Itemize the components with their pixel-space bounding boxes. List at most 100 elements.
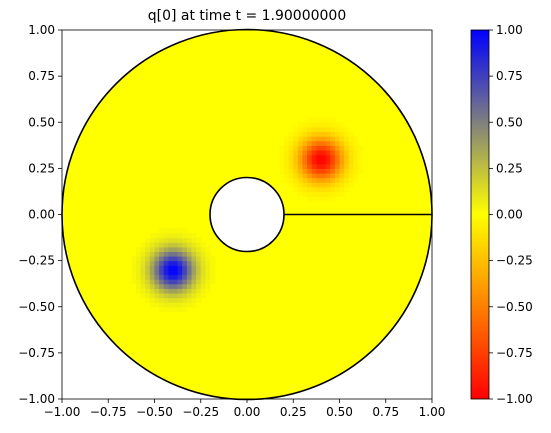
- field-cell: [288, 163, 294, 169]
- field-cell: [293, 163, 299, 169]
- field-cell: [311, 122, 317, 128]
- field-cell: [339, 177, 345, 183]
- field-cell: [159, 237, 165, 243]
- field-cell: [339, 145, 345, 151]
- field-cell: [136, 265, 142, 271]
- field-cell: [284, 172, 290, 179]
- field-cell: [321, 159, 327, 165]
- field-cell: [344, 172, 350, 179]
- field-cell: [149, 279, 156, 285]
- field-cell: [316, 172, 322, 179]
- field-cell: [321, 182, 327, 188]
- y-tick-label: 0.00: [28, 208, 55, 222]
- field-cell: [205, 251, 211, 257]
- field-cell: [334, 131, 341, 137]
- field-cell: [302, 186, 308, 193]
- field-cell: [173, 292, 179, 299]
- field-cell: [177, 228, 183, 234]
- field-cell: [311, 126, 317, 133]
- field-cell: [358, 159, 364, 165]
- field-cell: [348, 145, 354, 151]
- field-cell: [186, 302, 193, 308]
- field-cell: [293, 186, 299, 193]
- field-cell: [154, 288, 160, 294]
- field-cell: [334, 177, 341, 183]
- y-tick-label: −1.00: [18, 392, 55, 406]
- field-cell: [177, 256, 183, 262]
- field-cell: [177, 302, 183, 308]
- field-cell: [154, 279, 160, 285]
- field-cell: [297, 126, 304, 133]
- field-cell: [191, 302, 197, 308]
- field-cell: [186, 260, 193, 266]
- field-cell: [279, 145, 285, 151]
- field-cell: [205, 288, 211, 294]
- field-cell: [297, 168, 304, 174]
- field-cell: [334, 159, 341, 165]
- field-cell: [163, 242, 169, 248]
- field-cell: [339, 159, 345, 165]
- field-cell: [353, 172, 359, 179]
- field-cell: [182, 237, 188, 243]
- field-cell: [321, 140, 327, 146]
- x-tick-label: 0.75: [372, 405, 399, 419]
- field-cell: [163, 260, 169, 266]
- field-cell: [168, 237, 174, 243]
- field-cell: [140, 265, 146, 271]
- field-cell: [344, 177, 350, 183]
- field-cell: [205, 260, 211, 266]
- field-cell: [293, 154, 299, 160]
- field-cell: [330, 168, 336, 174]
- x-tick-label: −0.75: [90, 405, 127, 419]
- field-cell: [325, 140, 331, 146]
- field-cell: [288, 136, 294, 142]
- field-cell: [348, 163, 354, 169]
- field-cell: [191, 274, 197, 280]
- field-cell: [210, 260, 216, 266]
- field-cell: [334, 140, 341, 146]
- field-cell: [302, 122, 308, 128]
- field-cell: [177, 283, 183, 289]
- field-cell: [288, 145, 294, 151]
- field-cell: [293, 172, 299, 179]
- field-cell: [311, 159, 317, 165]
- field-cell: [196, 297, 202, 303]
- field-cell: [325, 159, 331, 165]
- field-cell: [311, 145, 317, 151]
- field-cell: [145, 269, 151, 276]
- field-cell: [200, 265, 206, 271]
- field-cell: [279, 154, 285, 160]
- field-cell: [307, 131, 313, 137]
- field-cell: [168, 246, 174, 253]
- field-cell: [302, 177, 308, 183]
- field-cell: [321, 177, 327, 183]
- field-cell: [154, 292, 160, 299]
- field-cell: [321, 191, 327, 197]
- field-cell: [316, 149, 322, 156]
- field-cell: [163, 297, 169, 303]
- field-cell: [344, 149, 350, 156]
- field-cell: [159, 228, 165, 234]
- field-cell: [196, 292, 202, 299]
- field-cell: [145, 288, 151, 294]
- field-cell: [163, 279, 169, 285]
- y-axis: −1.00 −0.75 −0.50 −0.25 0.00 0.25 0.50 0.75 1.00: [18, 23, 62, 406]
- field-cell: [325, 196, 331, 202]
- field-cell: [145, 260, 151, 266]
- field-cell: [325, 182, 331, 188]
- field-cell: [325, 136, 331, 142]
- field-cell: [177, 269, 183, 276]
- field-cell: [205, 246, 211, 253]
- field-cell: [311, 182, 317, 188]
- field-cell: [316, 168, 322, 174]
- field-cell: [279, 168, 285, 174]
- field-cell: [173, 297, 179, 303]
- y-tick-label: 0.50: [28, 115, 55, 129]
- field-cell: [159, 279, 165, 285]
- field-cell: [311, 177, 317, 183]
- field-cell: [316, 131, 322, 137]
- field-cell: [149, 246, 156, 253]
- field-cell: [168, 292, 174, 299]
- y-tick-label: −0.50: [18, 300, 55, 314]
